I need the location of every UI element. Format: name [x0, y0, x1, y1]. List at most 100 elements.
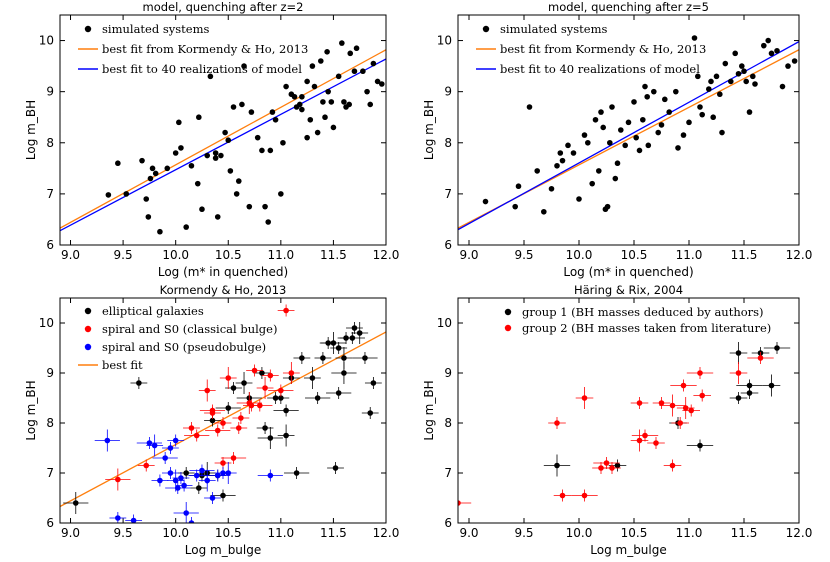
data-point: [209, 417, 216, 424]
data-point: [267, 472, 274, 479]
axes-frame: [59, 297, 387, 524]
x-tick-label: 10.0: [162, 526, 189, 540]
data-point: [220, 460, 226, 466]
data-point: [167, 470, 174, 476]
data-point: [607, 139, 613, 146]
data-point: [741, 68, 747, 75]
y-axis-label: Log m_BH: [422, 100, 436, 160]
data-point: [251, 367, 258, 374]
data-point: [172, 437, 179, 444]
data-point: [115, 476, 121, 483]
data-point: [609, 104, 615, 110]
y-tick-label: 8: [46, 136, 54, 150]
data-point: [212, 155, 219, 161]
data-point: [157, 477, 163, 484]
data-point: [105, 192, 112, 198]
plot-area: [458, 342, 791, 514]
data-point: [710, 114, 716, 121]
data-point: [278, 387, 284, 394]
data-point: [259, 147, 265, 154]
data-point: [557, 150, 564, 156]
panel-top-left: model, quenching after z=2 9.0 9.5 10.0 10.5…: [24, 0, 399, 279]
data-point: [673, 88, 679, 95]
legend-label: best fit to 40 realizations of model: [500, 62, 700, 76]
data-point: [204, 152, 211, 159]
data-point: [145, 214, 152, 220]
data-point: [143, 196, 150, 202]
data-point: [209, 495, 216, 501]
data-point: [299, 93, 305, 100]
data-point: [642, 432, 648, 439]
data-point: [235, 425, 242, 431]
data-point: [669, 462, 676, 469]
data-point: [230, 455, 237, 461]
data-point: [746, 109, 753, 115]
data-point: [204, 387, 211, 394]
x-tick-label: 10.5: [215, 526, 242, 540]
data-point: [262, 385, 268, 391]
plot-area: [458, 35, 799, 231]
data-point: [196, 485, 202, 491]
data-point: [174, 485, 181, 491]
data-point: [642, 83, 648, 90]
x-tick-label: 10.0: [162, 248, 189, 262]
data-point: [364, 88, 370, 95]
legend-label: best fit from Kormendy & Ho, 2013: [500, 42, 706, 56]
data-point: [739, 63, 745, 69]
data-point: [314, 129, 321, 136]
data-point: [362, 355, 368, 361]
chart-title: Kormendy & Ho, 2013: [160, 283, 287, 297]
data-point: [644, 93, 650, 100]
data-point: [283, 307, 289, 314]
x-tick-label: 12.0: [786, 248, 813, 262]
x-tick-label: 9.5: [114, 248, 133, 262]
data-point: [559, 157, 566, 164]
y-tick-label: 8: [444, 416, 452, 430]
data-point: [596, 168, 602, 174]
data-point: [735, 350, 742, 356]
y-tick-label: 7: [46, 187, 54, 201]
data-point: [291, 93, 298, 100]
data-point: [330, 340, 337, 346]
data-point: [222, 129, 228, 136]
y-tick-label: 7: [444, 187, 452, 201]
x-tick-label: 9.0: [459, 248, 478, 262]
data-point: [512, 203, 518, 210]
data-point: [565, 142, 571, 149]
data-point: [370, 380, 377, 386]
x-axis-label: Log (m* in quenched): [563, 265, 693, 279]
data-point: [230, 104, 237, 110]
data-point: [633, 134, 639, 141]
data-point: [311, 83, 318, 90]
data-point: [214, 427, 221, 434]
chart-title: model, quenching after z=5: [548, 0, 709, 14]
data-point: [193, 472, 200, 479]
data-point: [757, 355, 764, 361]
data-point: [262, 425, 268, 431]
data-point: [779, 83, 786, 90]
y-tick-label: 10: [39, 316, 54, 330]
data-point: [207, 73, 214, 80]
data-point: [254, 134, 261, 141]
data-point: [603, 460, 610, 466]
data-point: [351, 68, 358, 75]
data-point: [559, 492, 566, 499]
data-point: [735, 395, 742, 401]
axes-frame: [457, 14, 800, 246]
data-point: [378, 81, 385, 87]
y-tick-label: 6: [46, 516, 54, 530]
data-point: [262, 203, 268, 210]
data-point: [675, 145, 681, 151]
data-point: [750, 73, 756, 80]
x-tick-label: 10.5: [621, 526, 648, 540]
data-point: [309, 63, 316, 69]
panel-top-right: model, quenching after z=5 9.0 9.5 10.0 10.5…: [422, 0, 812, 279]
legend-label: simulated systems: [500, 22, 608, 36]
data-point: [636, 437, 643, 444]
data-point: [257, 402, 263, 409]
data-point: [339, 40, 345, 46]
data-point: [526, 104, 533, 110]
x-tick-label: 9.0: [61, 248, 80, 262]
data-point: [598, 465, 604, 471]
y-axis-label: Log m_BH: [24, 380, 38, 440]
